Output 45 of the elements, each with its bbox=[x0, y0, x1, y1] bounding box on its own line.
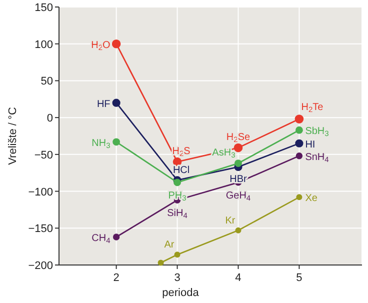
y-tick-label: −50 bbox=[34, 149, 53, 162]
y-tick-label: 100 bbox=[34, 38, 53, 51]
annotation: HI bbox=[305, 139, 316, 150]
annotation: HF bbox=[96, 98, 110, 110]
point bbox=[174, 252, 180, 258]
annotation: Xe bbox=[305, 193, 318, 204]
y-axis-title: Vrelište / °C bbox=[7, 107, 19, 165]
y-tick-label: −150 bbox=[28, 223, 53, 236]
point bbox=[235, 227, 242, 234]
annotation: H$_{2}$Se bbox=[226, 132, 250, 144]
point bbox=[158, 260, 164, 266]
point bbox=[112, 39, 121, 48]
annotation: H$_{2}$Te bbox=[301, 102, 324, 114]
y-tick-label: 150 bbox=[34, 2, 53, 14]
point bbox=[295, 139, 304, 148]
x-tick-label: 4 bbox=[235, 272, 242, 284]
y-tick-label: −200 bbox=[28, 260, 53, 272]
point bbox=[112, 138, 120, 146]
point bbox=[294, 114, 304, 124]
annotation: SnH$_{4}$ bbox=[305, 152, 329, 164]
annotation: SiH$_{4}$ bbox=[167, 208, 188, 220]
x-tick-label: 2 bbox=[113, 272, 120, 284]
point bbox=[296, 126, 303, 134]
annotation: SbH$_{3}$ bbox=[305, 126, 329, 138]
y-tick-label: 50 bbox=[40, 76, 53, 88]
point bbox=[174, 178, 181, 186]
annotation: H$_{2}$O bbox=[91, 40, 111, 52]
annotation: Ar bbox=[164, 240, 175, 251]
annotation: Kr bbox=[225, 215, 236, 226]
annotation: NH$_{3}$ bbox=[92, 138, 110, 150]
point bbox=[296, 194, 302, 200]
annotation: GeH$_{4}$ bbox=[226, 190, 251, 202]
y-tick-label: −100 bbox=[28, 186, 53, 198]
point bbox=[234, 143, 243, 152]
x-tick-label: 3 bbox=[174, 272, 180, 284]
annotation: HCl bbox=[172, 165, 190, 176]
point bbox=[296, 152, 303, 160]
annotation: H$_{2}$S bbox=[172, 146, 191, 158]
y-tick-label: 0 bbox=[46, 112, 53, 125]
point bbox=[234, 160, 242, 167]
annotation: CH$_{4}$ bbox=[92, 232, 110, 245]
x-axis-title: perioda bbox=[162, 287, 200, 299]
point bbox=[112, 98, 120, 107]
x-tick-label: 5 bbox=[296, 272, 302, 284]
point bbox=[112, 234, 120, 240]
